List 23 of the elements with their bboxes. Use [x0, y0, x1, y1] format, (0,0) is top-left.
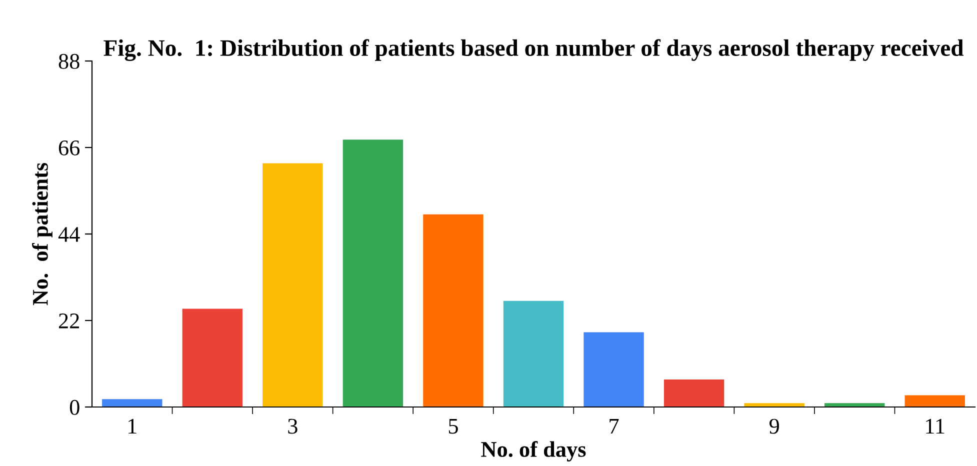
x-tick-label: 9 — [769, 418, 779, 434]
bar — [664, 379, 724, 407]
x-tick-label: 3 — [288, 418, 298, 434]
bar — [503, 300, 564, 407]
y-tick-label: 22 — [58, 313, 79, 328]
x-axis-title: No. of days — [481, 441, 586, 462]
chart-title: Fig. No. 1: Distribution of patients based on number of days aerosol therapy received — [104, 39, 964, 61]
bar — [102, 399, 162, 407]
bar — [423, 214, 484, 407]
y-axis-title: No. of patients — [32, 162, 52, 306]
x-tick-label: 7 — [610, 418, 619, 434]
bar — [262, 163, 323, 407]
bar — [904, 395, 965, 407]
y-tick-label: 88 — [58, 54, 80, 69]
x-tick-label: 11 — [926, 418, 944, 434]
y-tick-label: 44 — [58, 227, 80, 242]
x-tick-label: 5 — [448, 418, 458, 434]
y-tick-label: 66 — [58, 140, 80, 156]
bar — [342, 140, 404, 407]
y-tick-label: 0 — [70, 400, 80, 415]
x-tick-label: 1 — [128, 418, 136, 434]
bar — [182, 308, 243, 407]
bar — [584, 332, 644, 407]
